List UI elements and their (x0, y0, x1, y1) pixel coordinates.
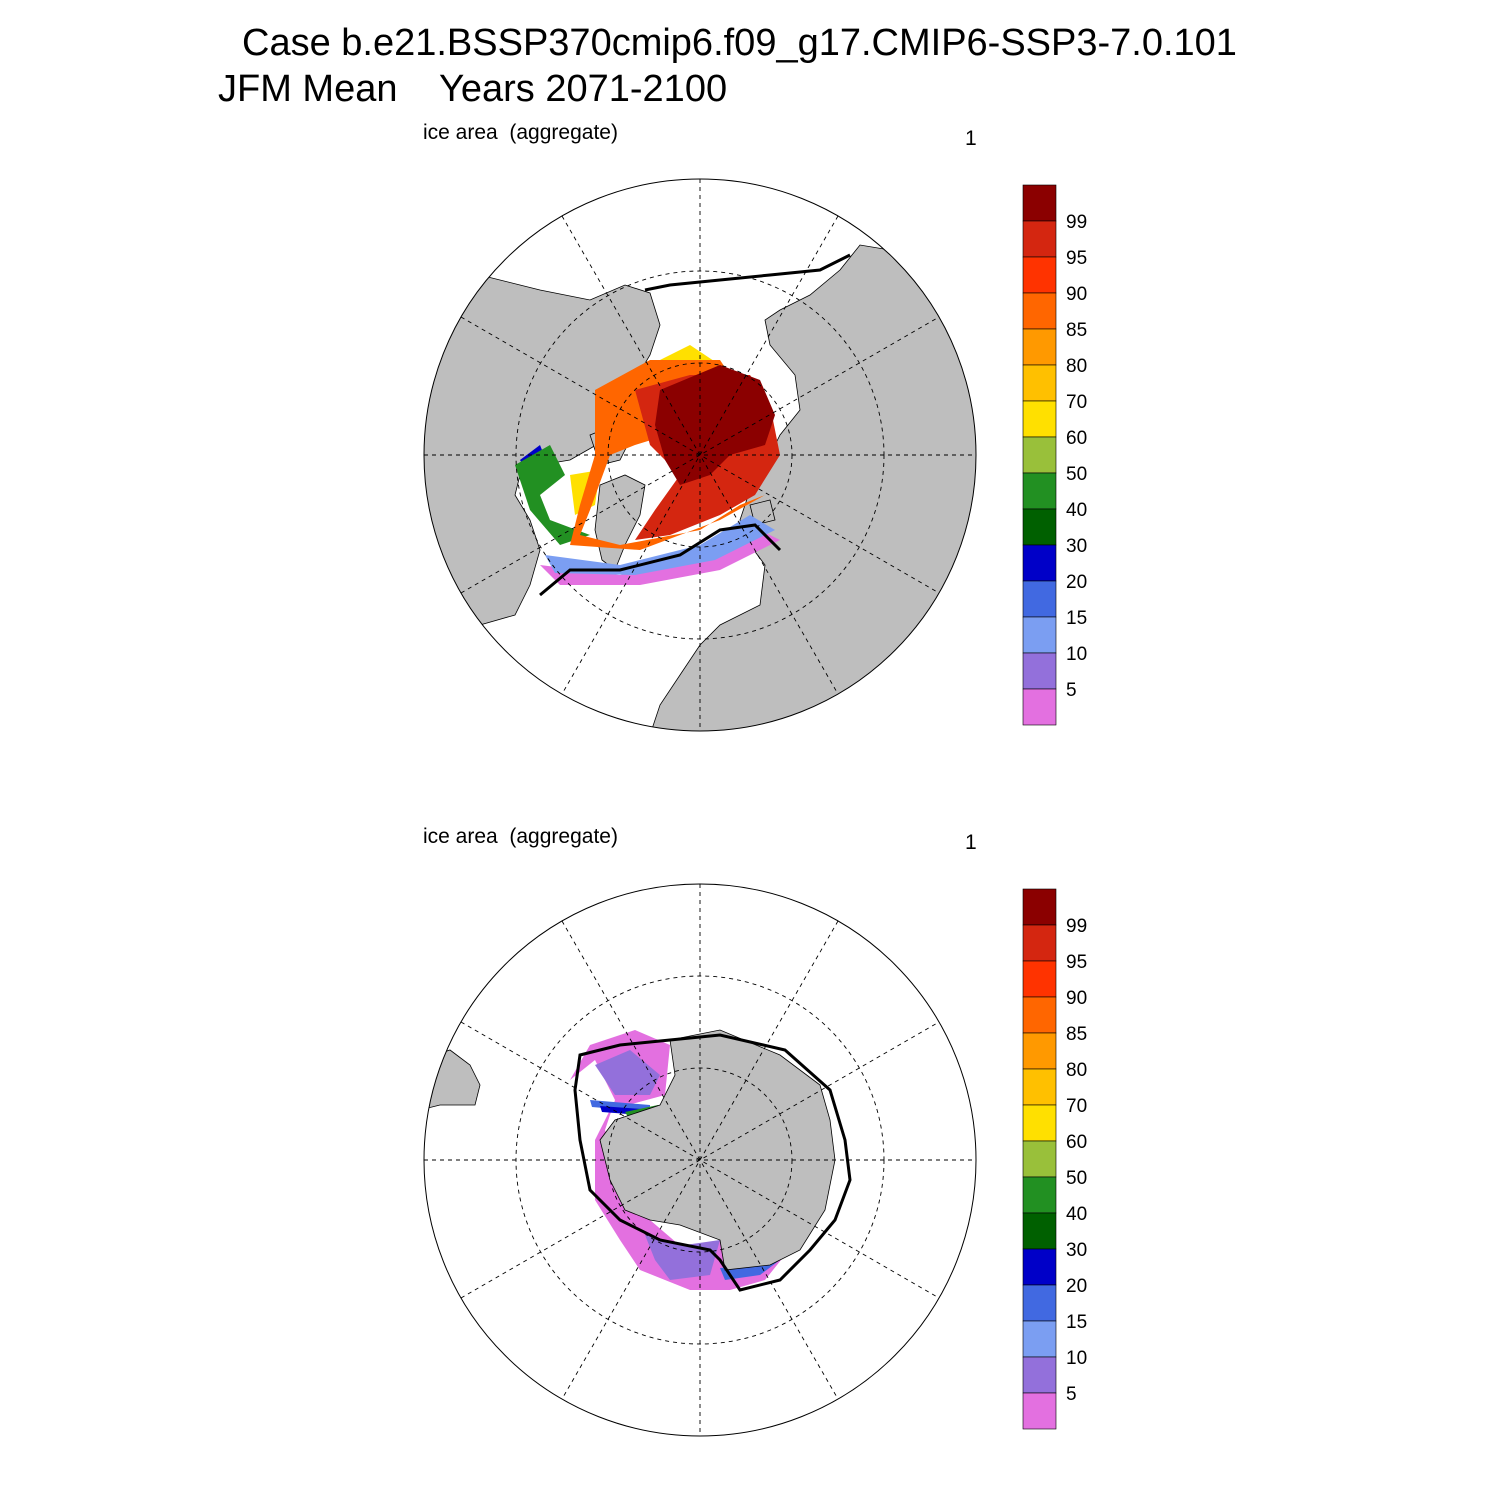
figure-title-case: Case b.e21.BSSP370cmip6.f09_g17.CMIP6-SS… (242, 22, 1237, 64)
colorbar-label: 5 (1066, 1384, 1077, 1405)
colorbar-swatch (1022, 400, 1057, 438)
colorbar-label: 10 (1066, 644, 1087, 665)
figure-title-period: JFM Mean Years 2071-2100 (218, 68, 728, 110)
colorbar-swatch (1022, 1356, 1057, 1394)
colorbar-swatch (1022, 688, 1057, 726)
colorbar-label: 20 (1066, 1276, 1087, 1297)
colorbar-label: 70 (1066, 1096, 1087, 1117)
colorbar-swatch (1022, 220, 1057, 258)
colorbar-swatch (1022, 616, 1057, 654)
colorbar-swatch (1022, 888, 1057, 926)
ice-zone-40 (515, 445, 590, 545)
colorbar-swatch (1022, 328, 1057, 366)
ice-zone-15 (545, 515, 775, 575)
colorbar-label: 15 (1066, 608, 1087, 629)
colorbar-label: 40 (1066, 1204, 1087, 1225)
colorbar-swatch (1022, 544, 1057, 582)
colorbar-label: 20 (1066, 572, 1087, 593)
colorbar-label: 30 (1066, 1240, 1087, 1261)
south-colorbar: 99 95 90 85 80 70 60 50 40 30 20 15 10 5 (1022, 888, 1087, 1430)
north-panel-units-label: 1 (965, 127, 977, 150)
colorbar-swatch (1022, 580, 1057, 618)
colorbar-label: 60 (1066, 1132, 1087, 1153)
colorbar-label: 99 (1066, 916, 1087, 937)
colorbar-label: 90 (1066, 284, 1087, 305)
antarctic-sea-ice-map (423, 883, 977, 1437)
colorbar-label: 85 (1066, 320, 1087, 341)
ice-edge-contour (539, 253, 851, 597)
historical-ice-edge (573, 1033, 852, 1292)
colorbar-swatch (1022, 1248, 1057, 1286)
ice-zone-low (540, 525, 780, 585)
colorbar-label: 80 (1066, 356, 1087, 377)
colorbar-swatch (1022, 1176, 1057, 1214)
colorbar-label: 15 (1066, 1312, 1087, 1333)
colorbar-label: 60 (1066, 428, 1087, 449)
colorbar-swatch (1022, 1212, 1057, 1250)
colorbar-swatch (1022, 996, 1057, 1034)
colorbar-swatch (1022, 184, 1057, 222)
colorbar-label: 5 (1066, 680, 1077, 701)
colorbar-label: 99 (1066, 212, 1087, 233)
ice-zone-10 (595, 1050, 720, 1280)
colorbar-swatch (1022, 472, 1057, 510)
colorbar-label: 70 (1066, 392, 1087, 413)
colorbar-label: 40 (1066, 500, 1087, 521)
colorbar-swatch (1022, 436, 1057, 474)
colorbar-label: 90 (1066, 988, 1087, 1009)
colorbar-label: 85 (1066, 1024, 1087, 1045)
south-panel-variable-label: ice area (aggregate) (423, 825, 618, 848)
colorbar-swatch (1022, 960, 1057, 998)
colorbar-swatch (1022, 1284, 1057, 1322)
colorbar-swatch (1022, 1068, 1057, 1106)
colorbar-label: 95 (1066, 952, 1087, 973)
colorbar-swatch (1022, 1392, 1057, 1430)
colorbar-swatch (1022, 1140, 1057, 1178)
colorbar-swatch (1022, 508, 1057, 546)
colorbar-label: 50 (1066, 1168, 1087, 1189)
colorbar-swatch (1022, 1032, 1057, 1070)
colorbar-label: 10 (1066, 1348, 1087, 1369)
north-colorbar: 99 95 90 85 80 70 60 50 40 30 20 15 10 5 (1022, 184, 1087, 726)
south-panel-units-label: 1 (965, 831, 977, 854)
colorbar-swatch (1022, 924, 1057, 962)
colorbar-label: 80 (1066, 1060, 1087, 1081)
colorbar-label: 50 (1066, 464, 1087, 485)
ice-zone-99 (655, 365, 775, 485)
arctic-sea-ice-map (423, 178, 977, 732)
colorbar-label: 30 (1066, 536, 1087, 557)
colorbar-label: 95 (1066, 248, 1087, 269)
colorbar-swatch (1022, 256, 1057, 294)
north-panel-variable-label: ice area (aggregate) (423, 121, 618, 144)
colorbar-swatch (1022, 1320, 1057, 1358)
colorbar-swatch (1022, 364, 1057, 402)
colorbar-swatch (1022, 652, 1057, 690)
colorbar-swatch (1022, 1104, 1057, 1142)
colorbar-swatch (1022, 292, 1057, 330)
